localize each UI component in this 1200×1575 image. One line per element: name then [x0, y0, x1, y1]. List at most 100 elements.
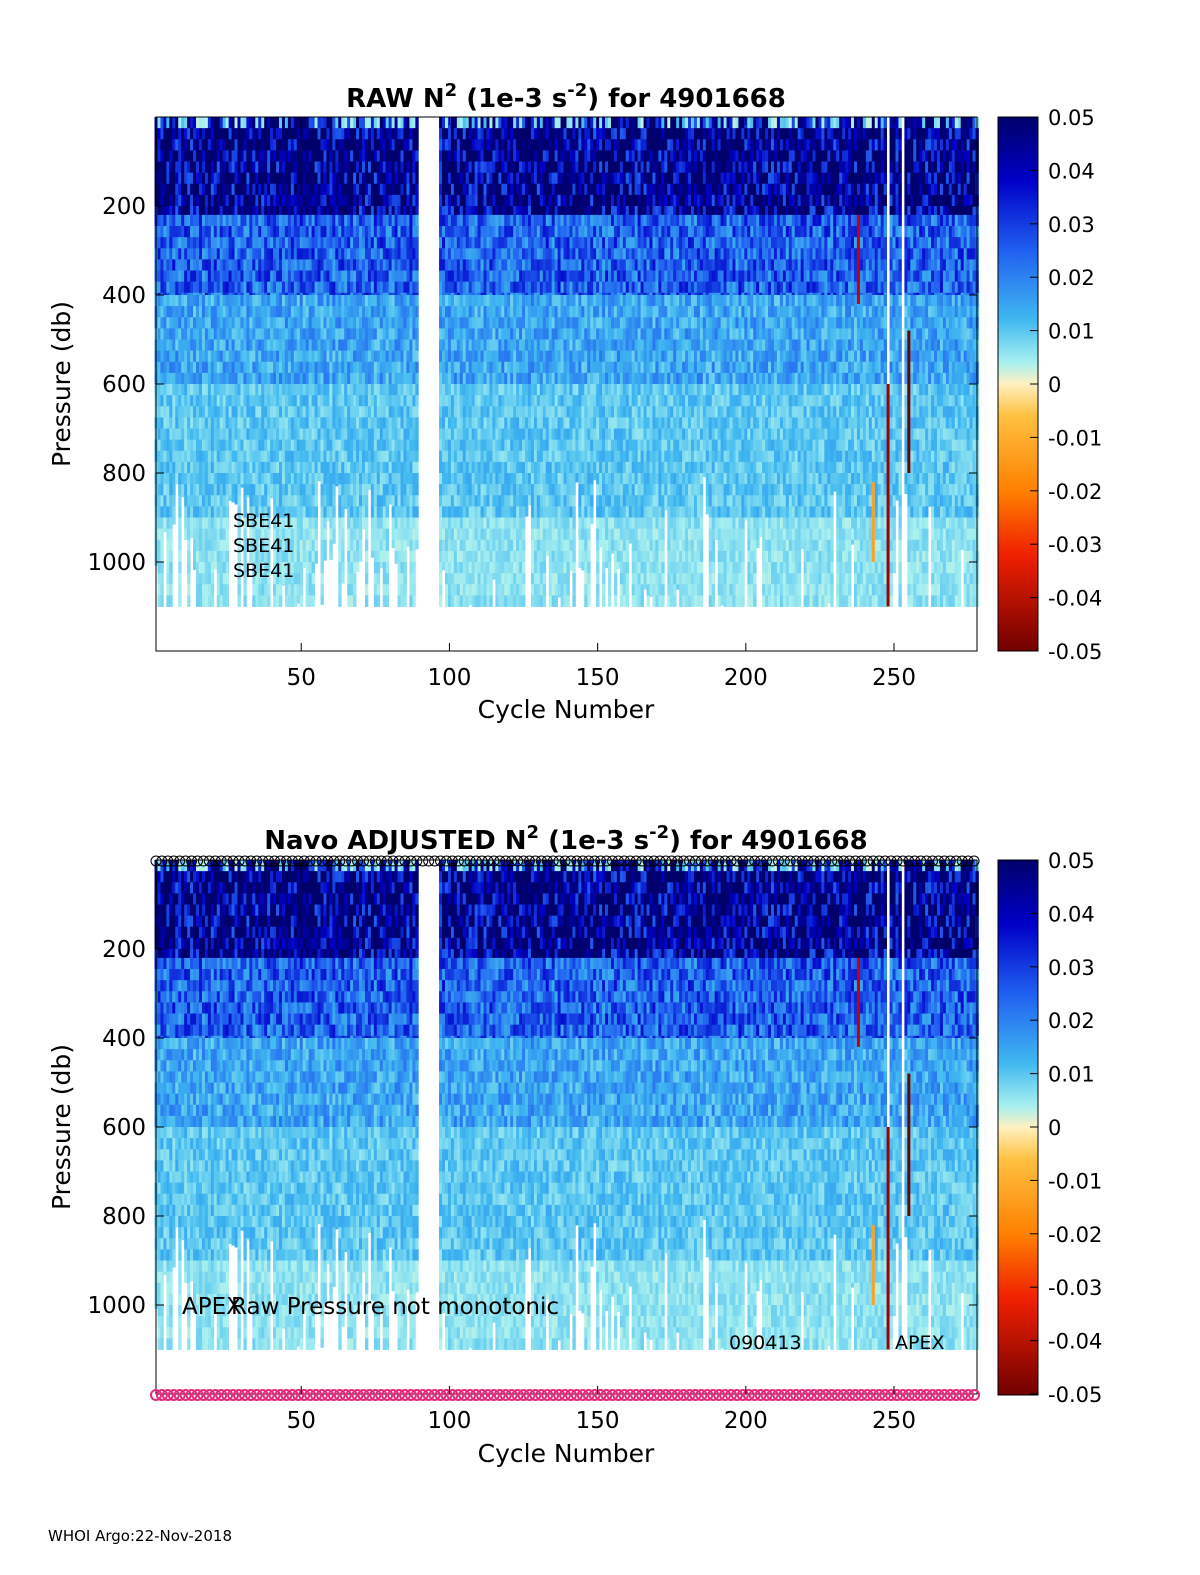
heatmap-cell: [323, 550, 327, 561]
heatmap-cell: [270, 350, 274, 363]
heatmap-cell: [157, 139, 161, 151]
heatmap-cell: [447, 428, 452, 441]
heatmap-cell: [258, 562, 262, 574]
heatmap-cell: [379, 270, 384, 283]
heatmap-cell: [344, 295, 348, 307]
heatmap-cell: [400, 584, 404, 596]
heatmap-cell: [409, 495, 413, 507]
heatmap-cell: [332, 406, 336, 418]
heatmap-cell: [373, 172, 378, 185]
heatmap-cell: [249, 473, 253, 485]
heatmap-cell: [462, 473, 467, 485]
heatmap-cell: [228, 384, 232, 396]
heatmap-cell: [504, 562, 508, 574]
heatmap-cell: [400, 350, 404, 363]
heatmap-cell: [201, 372, 206, 385]
heatmap-cell: [317, 259, 321, 271]
heatmap-cell: [409, 128, 413, 140]
heatmap-cell: [284, 495, 289, 507]
heatmap-cell: [341, 128, 345, 140]
heatmap-cell: [287, 595, 292, 607]
heatmap-cell: [486, 128, 490, 140]
heatmap-cell: [216, 473, 221, 485]
heatmap-cell: [187, 517, 191, 530]
heatmap-cell: [462, 350, 467, 363]
heatmap-cell: [311, 406, 315, 418]
heatmap-cell: [219, 384, 224, 396]
heatmap-cell: [329, 270, 333, 283]
heatmap-cell: [311, 595, 315, 607]
heatmap-cell: [391, 439, 395, 452]
heatmap-cell: [495, 317, 499, 329]
heatmap-cell: [379, 439, 384, 452]
heatmap-cell: [184, 150, 188, 162]
heatmap-cell: [444, 306, 449, 318]
heatmap-cell: [296, 484, 301, 496]
heatmap-cell: [513, 595, 517, 607]
heatmap-cell: [216, 161, 221, 174]
heatmap-cell: [385, 292, 390, 296]
heatmap-cell: [270, 384, 274, 396]
heatmap-cell: [326, 150, 330, 162]
heatmap-cell: [385, 506, 390, 518]
heatmap-cell: [326, 270, 330, 283]
heatmap-cell: [243, 517, 247, 530]
heatmap-cell: [364, 372, 369, 385]
heatmap-cell: [225, 117, 230, 129]
heatmap-cell: [453, 183, 458, 196]
heatmap-cell: [210, 372, 215, 385]
heatmap-cell: [228, 292, 232, 296]
heatmap-cell: [166, 484, 170, 496]
heatmap-cell: [276, 194, 280, 207]
heatmap-cell: [356, 417, 360, 429]
heatmap-cell: [483, 406, 487, 418]
heatmap-cell: [246, 306, 250, 318]
heatmap-cell: [267, 317, 271, 329]
heatmap-cell: [465, 292, 470, 296]
heatmap-cell: [501, 473, 505, 485]
heatmap-cell: [284, 539, 289, 552]
heatmap-cell: [495, 539, 499, 552]
heatmap-cell: [397, 317, 401, 329]
heatmap-cell: [160, 395, 164, 407]
heatmap-cell: [359, 306, 363, 318]
heatmap-cell: [516, 150, 520, 162]
heatmap-cell: [344, 350, 348, 363]
heatmap-cell: [385, 206, 390, 216]
heatmap-cell: [394, 237, 398, 249]
heatmap-cell: [216, 461, 221, 474]
heatmap-cell: [216, 306, 221, 318]
heatmap-cell: [347, 259, 351, 271]
heatmap-cell: [456, 248, 461, 260]
heatmap-cell: [249, 248, 253, 260]
heatmap-cell: [477, 226, 481, 238]
heatmap-cell: [290, 206, 295, 216]
heatmap-cell: [258, 350, 262, 363]
heatmap-cell: [513, 495, 517, 507]
heatmap-cell: [231, 295, 235, 307]
heatmap-cell: [465, 484, 470, 496]
heatmap-cell: [468, 439, 473, 452]
heatmap-cell: [240, 259, 244, 271]
heatmap-cell: [501, 150, 505, 162]
heatmap-cell: [193, 128, 197, 140]
heatmap-cell: [465, 295, 470, 307]
heatmap-cell: [364, 562, 369, 574]
heatmap-cell: [284, 248, 289, 260]
heatmap-cell: [465, 328, 470, 340]
heatmap-cell: [169, 562, 173, 574]
heatmap-cell: [364, 150, 369, 162]
heatmap-cell: [385, 281, 390, 294]
heatmap-cell: [483, 495, 487, 507]
heatmap-cell: [391, 150, 395, 162]
heatmap-cell: [403, 562, 407, 574]
heatmap-cell: [264, 259, 268, 271]
heatmap-cell: [492, 139, 496, 151]
heatmap-cell: [412, 517, 416, 530]
heatmap-cell: [169, 461, 173, 474]
heatmap-cell: [350, 384, 354, 396]
heatmap-cell: [456, 384, 461, 396]
heatmap-cell: [471, 248, 476, 260]
heatmap-cell: [462, 372, 467, 385]
heatmap-cell: [166, 461, 170, 474]
